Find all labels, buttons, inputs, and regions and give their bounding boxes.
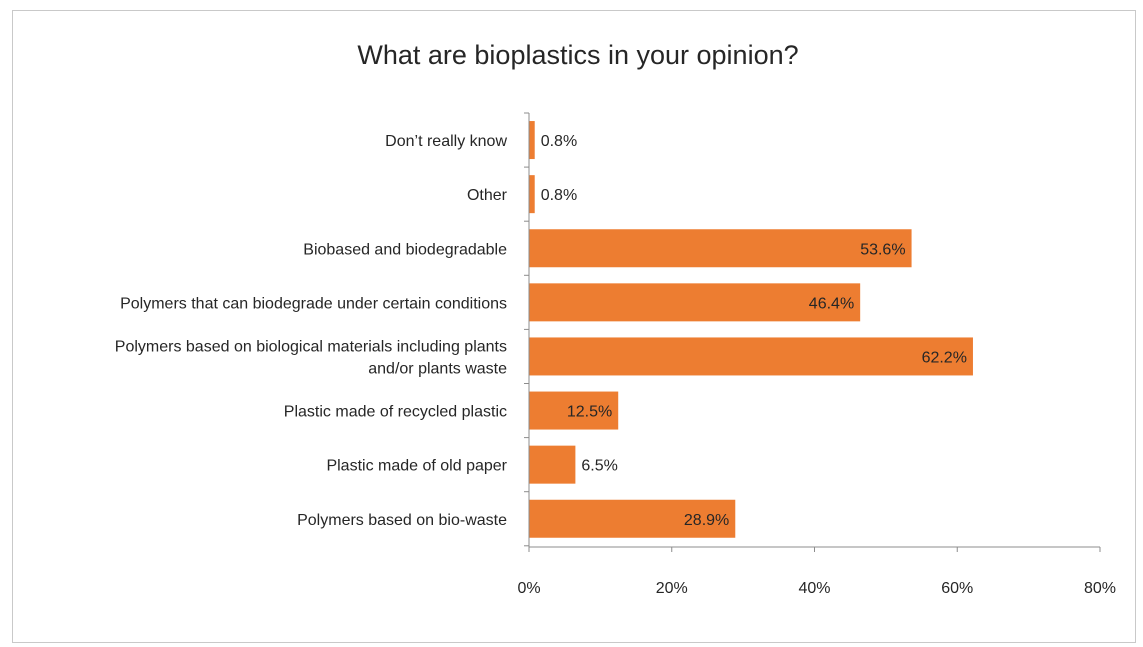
category-label: Polymers based on bio-waste <box>297 512 507 529</box>
data-labels: 0.8% 0.8% 53.6% 46.4% 62.2% 12.5% 6.5% 28.9% <box>541 133 967 529</box>
data-label: 0.8% <box>541 187 577 204</box>
data-label: 12.5% <box>567 404 612 421</box>
category-label: Other <box>467 187 508 204</box>
category-label: Biobased and biodegradable <box>303 241 507 258</box>
bar <box>529 391 619 430</box>
bars-layer <box>529 121 973 538</box>
x-tick-label: 80% <box>1084 580 1116 597</box>
data-label: 0.8% <box>541 133 577 150</box>
bar <box>529 337 973 376</box>
bar <box>529 121 535 160</box>
x-axis: 0% 20% 40% 60% 80% <box>517 112 1116 597</box>
bar <box>529 229 912 268</box>
x-tick-label: 20% <box>656 580 688 597</box>
x-tick-label: 60% <box>941 580 973 597</box>
chart-title: What are bioplastics in your opinion? <box>357 40 798 70</box>
bar <box>529 499 736 538</box>
data-label: 28.9% <box>684 512 729 529</box>
bar <box>529 445 576 484</box>
category-label: Don’t really know <box>385 133 507 150</box>
data-label: 46.4% <box>809 295 854 312</box>
data-label: 53.6% <box>860 241 905 258</box>
category-labels: Don’t really know Other Biobased and biode… <box>115 133 508 529</box>
chart-frame: What are bioplastics in your opinion? Do… <box>12 10 1136 643</box>
bar <box>529 283 861 322</box>
x-tick-label: 0% <box>517 580 540 597</box>
bar <box>529 175 535 214</box>
category-label: Polymers that can biodegrade under certa… <box>120 295 507 312</box>
data-label: 62.2% <box>922 349 967 366</box>
bar-chart: What are bioplastics in your opinion? Do… <box>115 40 1116 597</box>
category-label: Polymers based on biological materials i… <box>115 338 507 377</box>
category-label: Plastic made of old paper <box>326 458 507 475</box>
category-label: Plastic made of recycled plastic <box>284 404 507 421</box>
x-tick-label: 40% <box>798 580 830 597</box>
data-label: 6.5% <box>581 458 617 475</box>
